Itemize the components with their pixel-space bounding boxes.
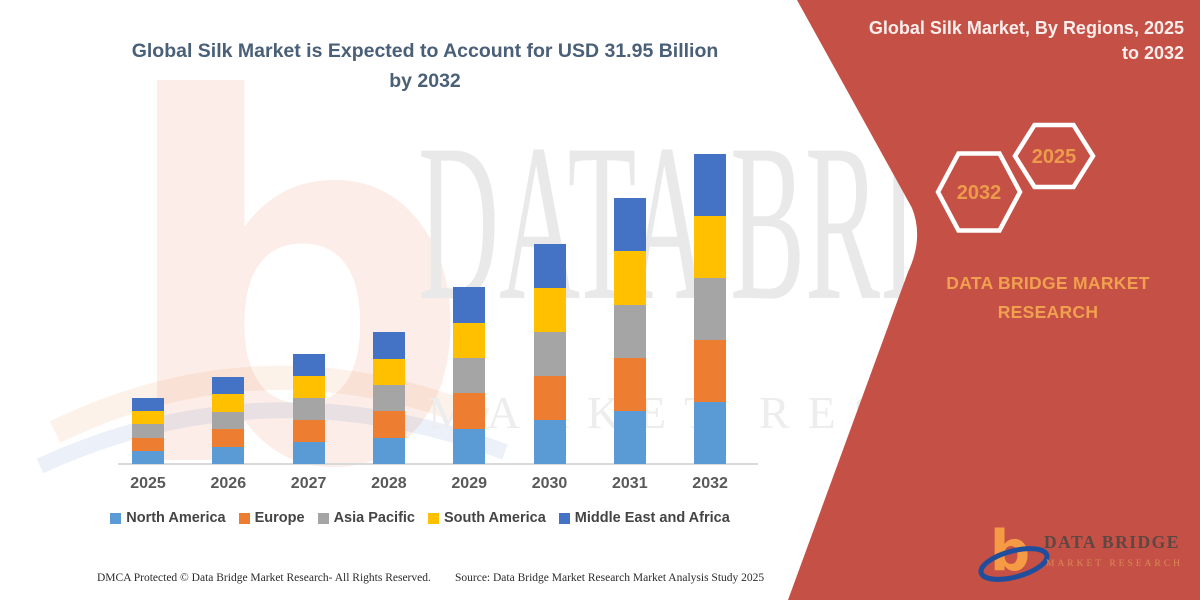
x-axis-label: 2025 — [130, 475, 166, 492]
hexagon-2025 — [1012, 122, 1096, 190]
chart-title-line1: Global Silk Market is Expected to Accoun… — [131, 40, 719, 62]
side-panel-title-line2: to 2032 — [1122, 43, 1184, 63]
bar-segment — [613, 304, 646, 358]
logo-name: DATA BRIDGE — [1044, 532, 1180, 552]
logo-swoosh-icon — [978, 546, 1050, 582]
x-axis-label: 2031 — [612, 475, 648, 492]
legend-swatch — [238, 512, 250, 524]
brand-line2: RESEARCH — [998, 302, 1099, 322]
bar-segment — [453, 428, 486, 464]
bar-segment — [212, 394, 245, 412]
bar-segment — [132, 411, 164, 425]
legend-label: South America — [444, 510, 546, 526]
data-bridge-logo: b DATA BRIDGE MARKET RESEARCH — [978, 519, 1183, 584]
bar-segment — [694, 154, 727, 217]
legend-swatch — [110, 512, 122, 524]
x-axis-label: 2026 — [210, 475, 247, 492]
bar-segment — [212, 376, 245, 395]
legend-swatch — [558, 512, 570, 524]
bar-segment — [212, 411, 245, 430]
bar-segment — [533, 243, 566, 288]
bar-segment — [212, 429, 245, 447]
legend: North America Europe Asia Pacific South … — [40, 510, 800, 526]
side-panel-svg: Global Silk Market, By Regions, 2025 to … — [788, 0, 1200, 600]
bar-segment — [292, 398, 325, 421]
x-axis-line — [118, 463, 758, 465]
stacked-bar-2025 — [132, 398, 164, 464]
bar-segment — [613, 410, 646, 464]
stacked-bar-2030 — [533, 243, 566, 464]
logo-tagline: MARKET RESEARCH — [1046, 559, 1183, 569]
brand-line1: DATA BRIDGE MARKET — [946, 273, 1149, 293]
legend-swatch — [317, 512, 329, 524]
bar-segment — [212, 446, 245, 464]
stacked-bar-2027 — [292, 354, 325, 464]
bar-segment — [372, 358, 405, 385]
bar-segment — [613, 357, 646, 411]
bar-segment — [372, 411, 405, 438]
side-panel-shape — [788, 0, 1200, 600]
x-axis-label: 2029 — [451, 475, 487, 492]
x-axis-label: 2027 — [290, 475, 327, 492]
bar-segment — [292, 354, 325, 377]
side-panel-title-line1: Global Silk Market, By Regions, 2025 — [869, 18, 1184, 38]
chart-title-line2: by 2032 — [389, 70, 461, 93]
bar-segment — [132, 398, 164, 412]
legend-item: Europe — [238, 510, 305, 526]
stacked-bar-2032 — [694, 154, 727, 464]
legend-label: Asia Pacific — [333, 510, 415, 526]
bar-segment — [613, 251, 646, 305]
legend-label: Middle East and Africa — [574, 510, 730, 526]
bar-segment — [372, 384, 405, 412]
stacked-bar-2029 — [453, 287, 486, 464]
hexagon-2025-label: 2025 — [1032, 146, 1077, 168]
bar-segment — [694, 402, 727, 464]
legend-item: Middle East and Africa — [558, 510, 730, 526]
x-axis-label: 2030 — [531, 475, 568, 492]
x-axis-label: 2032 — [692, 475, 728, 492]
bar-segment — [292, 376, 325, 399]
swoosh-watermark-blue — [36, 402, 508, 474]
bar-segment — [694, 278, 727, 341]
bar-segment — [533, 287, 566, 332]
legend-swatch — [428, 512, 439, 524]
legend-label: Europe — [254, 510, 305, 526]
b-logo-watermark: b — [115, 0, 473, 578]
bar-segment — [453, 358, 486, 394]
swoosh-watermark-orange — [49, 365, 490, 443]
source-text: Source: Data Bridge Market Research Mark… — [455, 572, 765, 584]
bar-segment — [533, 419, 566, 464]
hexagon-2032 — [935, 151, 1023, 233]
legend-item: Asia Pacific — [317, 510, 415, 526]
bar-segment — [132, 450, 164, 464]
bar-segment — [453, 287, 486, 323]
bar-segment — [132, 424, 164, 438]
bar-segment — [453, 393, 486, 429]
bar-segment — [613, 198, 646, 252]
bar-segment — [694, 216, 727, 279]
bar-segment — [372, 332, 405, 359]
legend-item: South America — [428, 510, 546, 526]
bar-segment — [694, 340, 727, 403]
chart-title: Global Silk Market is Expected to Accoun… — [90, 36, 760, 96]
legend-item: North America — [110, 510, 226, 526]
bar-segment — [132, 437, 164, 451]
bar-segment — [292, 442, 325, 464]
hexagon-2032-label: 2032 — [957, 182, 1002, 204]
stacked-bar-2026 — [212, 376, 245, 464]
stacked-bar-2031 — [613, 198, 646, 464]
legend-label: North America — [126, 510, 226, 526]
bar-segment — [372, 437, 405, 464]
copyright-text: DMCA Protected © Data Bridge Market Rese… — [97, 572, 431, 584]
bar-segment — [533, 331, 566, 376]
x-axis-label: 2028 — [371, 475, 407, 492]
bar-segment — [292, 420, 325, 443]
bar-segment — [453, 322, 486, 359]
stacked-bar-2028 — [372, 332, 405, 464]
bar-segment — [533, 375, 566, 420]
